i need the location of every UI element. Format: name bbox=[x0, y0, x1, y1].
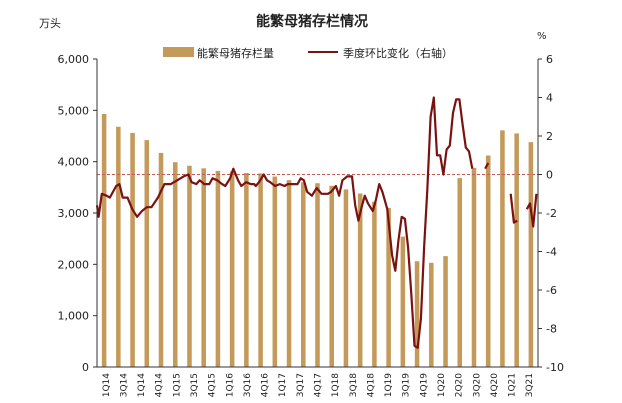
x-tick-label: 1Q16 bbox=[225, 373, 235, 398]
legend-bar-label: 能繁母猪存栏量 bbox=[197, 46, 274, 60]
right-tick-label: -10 bbox=[546, 361, 564, 374]
bar bbox=[116, 126, 121, 367]
x-tick-label: 1Q15 bbox=[172, 373, 182, 397]
chart-title: 能繁母猪存栏情况 bbox=[256, 13, 368, 30]
bar bbox=[343, 189, 349, 367]
x-tick-label: 4Q16 bbox=[261, 373, 271, 398]
bar bbox=[471, 167, 477, 367]
bar bbox=[201, 168, 206, 367]
bar bbox=[485, 155, 491, 367]
bar bbox=[457, 178, 463, 367]
left-tick-label: 3,000 bbox=[58, 207, 90, 220]
bar bbox=[500, 130, 505, 367]
bar bbox=[187, 165, 192, 367]
left-tick-label: 4,000 bbox=[58, 156, 90, 169]
x-tick-label: 4Q19 bbox=[419, 373, 429, 398]
x-tick-label: 1Q17 bbox=[278, 373, 288, 397]
x-tick-label: 4Q20 bbox=[490, 373, 500, 398]
bar bbox=[258, 173, 263, 367]
right-tick-label: -4 bbox=[546, 246, 557, 259]
x-tick-label: 3Q18 bbox=[349, 373, 359, 398]
line-series bbox=[95, 96, 538, 349]
bar bbox=[158, 152, 164, 367]
x-tick-label: 4Q15 bbox=[208, 373, 218, 397]
bar bbox=[286, 180, 292, 367]
right-tick-label: -8 bbox=[546, 323, 557, 336]
right-tick-label: -2 bbox=[546, 207, 557, 220]
right-tick-label: -6 bbox=[546, 284, 557, 297]
right-tick-label: 2 bbox=[546, 130, 553, 143]
bar bbox=[130, 132, 135, 367]
left-tick-label: 1,000 bbox=[58, 310, 90, 323]
bar bbox=[172, 162, 178, 367]
left-axis-unit: 万头 bbox=[39, 17, 61, 30]
x-tick-label: 3Q14 bbox=[119, 373, 129, 398]
bar bbox=[215, 170, 221, 367]
bar bbox=[144, 140, 150, 367]
bar bbox=[101, 113, 107, 368]
left-axis-ticks: 0 1,000 2,000 3,000 4,000 5,000 6,000 bbox=[58, 53, 97, 374]
bar bbox=[244, 172, 249, 367]
legend: 能繁母猪存栏量 季度环比变化（右轴） bbox=[163, 46, 453, 60]
x-tick-label: 3Q20 bbox=[472, 373, 482, 398]
x-tick-label: 4Q14 bbox=[155, 373, 165, 398]
line-segment bbox=[525, 193, 538, 228]
right-axis-unit: % bbox=[537, 31, 547, 42]
bar bbox=[429, 262, 434, 367]
line-segment bbox=[95, 96, 474, 349]
x-tick-label: 4Q17 bbox=[314, 373, 324, 397]
bar bbox=[443, 256, 448, 367]
bar bbox=[414, 261, 420, 367]
right-axis-ticks: -10 -8 -6 -4 -2 0 2 4 6 bbox=[538, 53, 564, 374]
bar bbox=[272, 176, 278, 367]
left-tick-label: 5,000 bbox=[58, 104, 90, 117]
x-tick-label: 3Q21 bbox=[525, 373, 535, 397]
x-tick-label: 1Q19 bbox=[384, 373, 394, 398]
bar bbox=[315, 183, 320, 367]
left-tick-label: 2,000 bbox=[58, 258, 90, 271]
line-segment bbox=[509, 193, 518, 224]
x-tick-label: 1Q14 bbox=[137, 373, 147, 398]
x-tick-label: 1Q14 bbox=[102, 373, 112, 398]
x-tick-label: 1Q20 bbox=[437, 373, 447, 398]
bar bbox=[329, 185, 334, 367]
bar-series bbox=[101, 113, 534, 368]
bar bbox=[400, 236, 406, 367]
x-tick-label: 3Q17 bbox=[296, 373, 306, 397]
bar bbox=[528, 142, 534, 367]
bar bbox=[301, 182, 306, 367]
right-tick-label: 4 bbox=[546, 92, 553, 105]
bar bbox=[229, 171, 235, 367]
x-tick-label: 3Q16 bbox=[243, 373, 253, 398]
right-tick-label: 6 bbox=[546, 53, 553, 66]
bar bbox=[386, 207, 391, 367]
right-tick-label: 0 bbox=[546, 169, 553, 182]
left-tick-label: 6,000 bbox=[58, 53, 90, 66]
bar bbox=[514, 133, 519, 367]
x-tick-label: 4Q18 bbox=[366, 373, 376, 398]
x-tick-label: 1Q21 bbox=[508, 373, 518, 397]
x-axis-ticks: 1Q14 3Q14 1Q14 4Q14 1Q15 3Q15 4Q15 1Q16 3Q16 4Q16… bbox=[102, 373, 535, 398]
legend-line-label: 季度环比变化（右轴） bbox=[343, 46, 453, 60]
x-tick-label: 3Q19 bbox=[402, 373, 412, 398]
line-segment bbox=[484, 162, 490, 170]
x-tick-label: 3Q15 bbox=[190, 373, 200, 397]
left-tick-label: 0 bbox=[82, 361, 89, 374]
x-tick-label: 1Q18 bbox=[331, 373, 341, 398]
bar bbox=[372, 201, 377, 367]
legend-bar-swatch bbox=[163, 47, 194, 57]
bar bbox=[357, 193, 363, 367]
x-tick-label: 2Q20 bbox=[455, 373, 465, 398]
